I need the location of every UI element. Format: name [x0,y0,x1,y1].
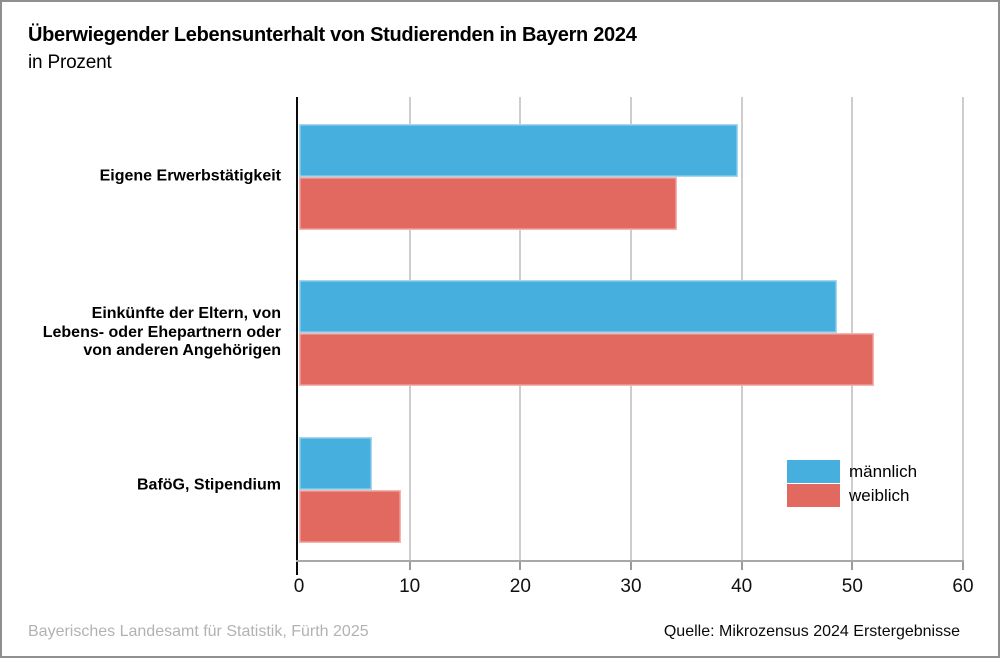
tick-label-50: 50 [841,576,863,597]
bar-weiblich-category-2 [299,490,401,543]
tick-x-30 [630,562,632,570]
category-label-line: von anderen Angehörigen [83,342,281,360]
bar-männlich-category-1 [299,280,837,333]
legend-swatch-weiblich [787,484,840,507]
tick-label-20: 20 [509,576,531,597]
gridline-x-50 [851,97,854,562]
legend-row-männlich: männlich [787,460,917,483]
legend-row-weiblich: weiblich [787,484,917,507]
y-axis-line [296,97,298,575]
tick-label-0: 0 [293,576,305,597]
tick-x-20 [519,562,522,570]
tick-label-60: 60 [952,576,974,597]
source-note: Quelle: Mikrozensus 2024 Erstergebnisse [663,623,960,640]
bar-weiblich-category-1 [299,333,874,386]
legend-swatch-männlich [787,460,840,483]
legend: männlich weiblich [787,460,917,507]
bar-weiblich-category-0 [299,177,677,230]
category-label-line: Eigene Erwerbstätigkeit [99,167,281,185]
tick-x-10 [408,562,411,570]
category-label-line: BaföG, Stipendium [137,476,281,494]
category-label-0: Eigene Erwerbstätigkeit [2,168,281,187]
tick-x-60 [962,562,964,570]
tick-label-10: 10 [399,576,421,597]
chart-title: Überwiegender Lebensunterhalt von Studie… [28,24,637,46]
tick-x-40 [740,562,743,570]
bar-männlich-category-0 [299,124,738,177]
tick-x-50 [851,562,854,570]
x-axis-line [296,560,964,562]
bar-männlich-category-2 [299,437,372,490]
category-label-1: Einkünfte der Eltern, von Lebens- oder Eh… [2,305,281,361]
publisher-note: Bayerisches Landesamt für Statistik, Für… [28,623,369,640]
legend-label-weiblich: weiblich [849,485,910,505]
tick-label-40: 40 [731,576,753,597]
chart-subtitle: in Prozent [28,52,112,73]
category-label-line: Lebens- oder Ehepartnern oder [42,323,281,341]
gridline-x-60 [962,97,964,562]
category-label-line: Einkünfte der Eltern, von [91,304,281,322]
category-label-2: BaföG, Stipendium [2,477,281,496]
tick-label-30: 30 [620,576,642,597]
legend-label-männlich: männlich [849,461,918,481]
